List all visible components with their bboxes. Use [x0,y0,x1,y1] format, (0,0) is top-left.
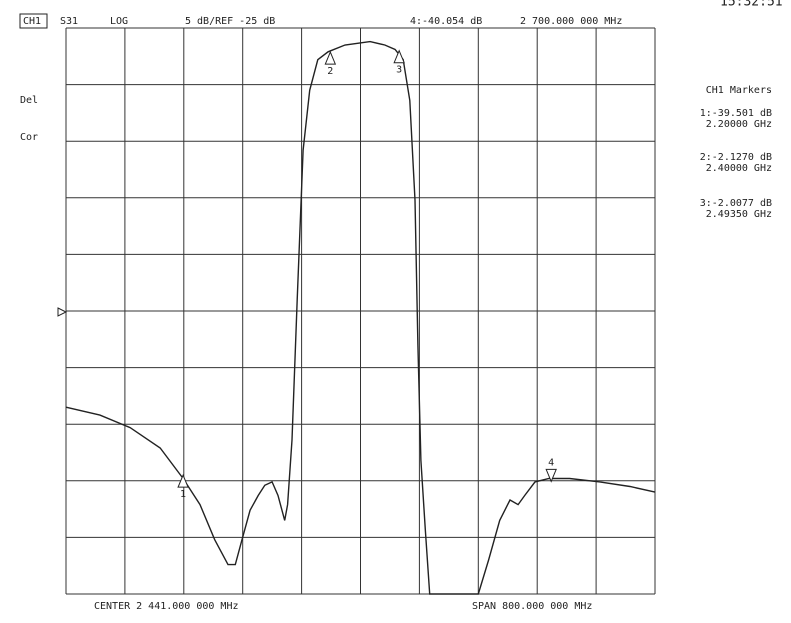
active-marker-stimulus: 2 700.000 000 MHz [520,16,622,27]
markers-title: CH1 Markers [706,85,772,96]
trace [65,40,656,595]
marker [545,468,557,483]
reference-pointer [57,307,68,317]
side-label: Del [20,95,38,106]
marker-readout: 2.40000 GHz [706,163,772,174]
parameter: S31 [60,16,78,27]
scale: 5 dB/REF -25 dB [185,16,275,27]
time: 15:32:51 [720,0,783,10]
marker-label: 1 [180,489,186,500]
marker [393,49,405,64]
marker-label: 3 [396,65,402,76]
channel: CH1 [23,16,41,27]
marker-readout: 2.49350 GHz [706,209,772,220]
center-frequency: CENTER 2 441.000 000 MHz [94,601,239,612]
marker-readout: 3:-2.0077 dB [700,198,772,209]
marker [324,50,337,65]
active-marker: 4:-40.054 dB [410,16,482,27]
marker-label: 2 [327,66,333,77]
marker [177,473,189,488]
side-label: Cor [20,132,38,143]
marker-readout: 1:-39.501 dB [700,108,772,119]
channel-box [19,13,48,29]
marker-readout: 2.20000 GHz [706,119,772,130]
format: LOG [110,16,128,27]
marker-label: 4 [548,457,554,468]
marker-readout: 2:-2.1270 dB [700,152,772,163]
span: SPAN 800.000 000 MHz [472,601,592,612]
